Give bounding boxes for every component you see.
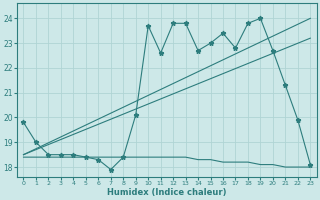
X-axis label: Humidex (Indice chaleur): Humidex (Indice chaleur) xyxy=(107,188,227,197)
